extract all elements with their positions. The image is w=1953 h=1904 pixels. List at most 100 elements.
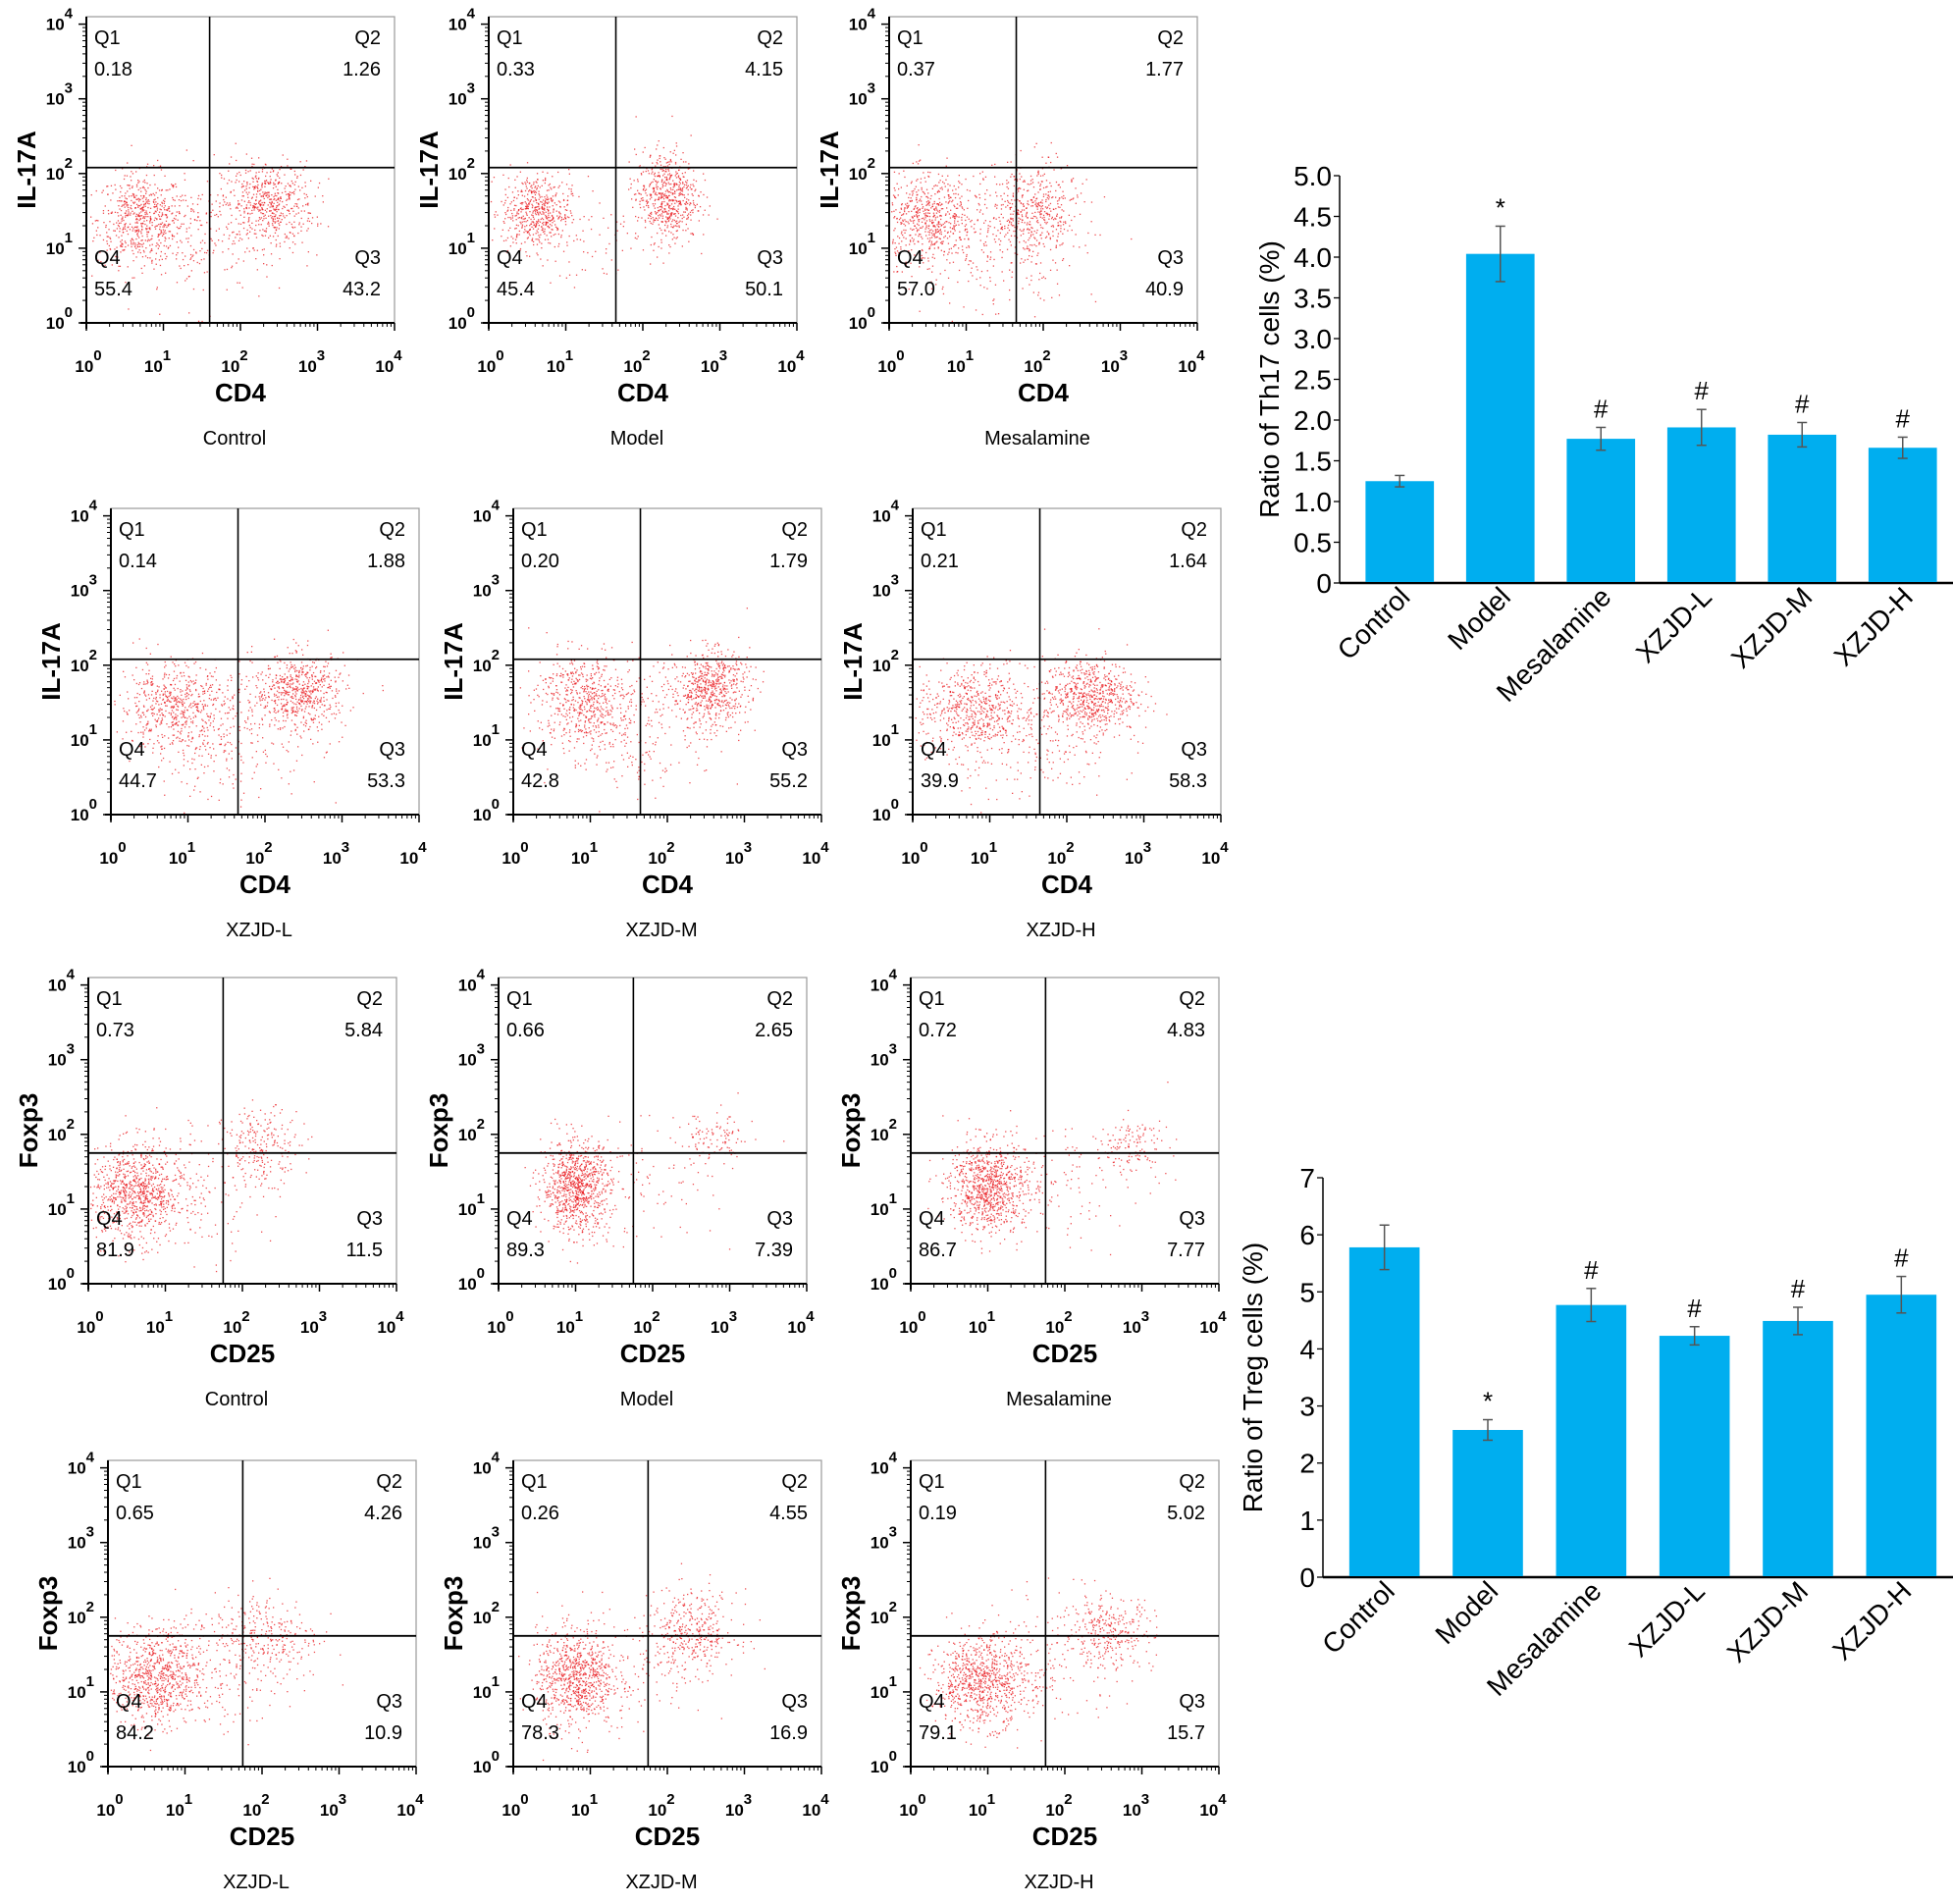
event-dot: [908, 250, 910, 252]
event-dot: [543, 208, 545, 211]
event-dot: [132, 193, 135, 195]
event-dot: [309, 702, 311, 704]
event-dot: [207, 675, 209, 677]
event-dot: [247, 218, 250, 220]
event-dot: [1062, 197, 1064, 199]
event-dot: [119, 231, 121, 233]
event-dot: [146, 679, 148, 681]
event-dot: [158, 245, 160, 247]
event-dot: [1044, 221, 1046, 224]
event-dot: [202, 707, 204, 709]
event-dot: [666, 196, 668, 198]
event-dot: [672, 180, 674, 182]
event-dot: [524, 218, 526, 220]
event-dot: [961, 213, 964, 216]
event-dot: [111, 212, 113, 214]
event-dot: [667, 174, 669, 176]
event-dot: [1042, 195, 1045, 197]
event-dot: [506, 210, 508, 212]
event-dot: [301, 241, 303, 243]
event-dot: [663, 157, 665, 159]
event-dot: [1060, 225, 1062, 227]
event-dot: [151, 705, 153, 707]
event-dot: [666, 161, 669, 163]
event-dot: [149, 222, 151, 224]
event-dot: [566, 199, 569, 201]
event-dot: [137, 714, 139, 716]
event-dot: [164, 223, 166, 226]
event-dot: [261, 183, 263, 185]
event-dot: [908, 288, 910, 291]
event-dot: [201, 704, 203, 706]
event-dot: [928, 246, 931, 248]
event-dot: [120, 251, 122, 253]
event-dot: [124, 228, 127, 230]
event-dot: [553, 211, 554, 213]
quadrant-q4-name: Q4: [897, 247, 924, 269]
event-dot: [199, 700, 201, 703]
event-dot: [517, 217, 519, 219]
event-dot: [685, 203, 687, 205]
event-dot: [647, 201, 650, 203]
event-dot: [686, 180, 689, 182]
event-dot: [925, 235, 927, 237]
event-dot: [275, 719, 277, 721]
event-dot: [281, 692, 284, 694]
event-dot: [206, 743, 209, 745]
event-dot: [201, 725, 204, 727]
event-dot: [672, 227, 674, 229]
event-dot: [558, 211, 560, 213]
event-dot: [912, 240, 915, 242]
event-dot: [215, 666, 217, 669]
event-dot: [290, 696, 291, 698]
tick-base: 10: [46, 239, 65, 258]
event-dot: [1016, 180, 1019, 182]
event-dot: [536, 230, 538, 232]
event-dot: [160, 255, 162, 257]
event-dot: [248, 680, 250, 682]
event-dot: [655, 219, 657, 222]
event-dot: [126, 230, 128, 232]
event-dot: [947, 242, 950, 244]
event-dot: [259, 203, 262, 205]
event-dot: [998, 216, 1000, 219]
event-dot: [895, 252, 897, 255]
event-dot: [232, 232, 234, 234]
event-dot: [692, 194, 694, 196]
event-dot: [186, 205, 188, 207]
event-dot: [671, 115, 673, 118]
event-dot: [996, 204, 998, 206]
event-dot: [104, 264, 106, 266]
event-dot: [955, 224, 957, 226]
event-dot: [167, 677, 170, 679]
event-dot: [185, 698, 187, 701]
event-dot: [903, 170, 905, 172]
event-dot: [270, 179, 272, 181]
event-dot: [1072, 178, 1075, 180]
event-dot: [217, 216, 219, 218]
event-dot: [1000, 213, 1002, 215]
event-dot: [318, 679, 320, 681]
tick-base: 10: [449, 16, 467, 34]
event-dot: [319, 671, 322, 673]
event-dot: [292, 682, 294, 684]
event-dot: [255, 203, 257, 205]
event-dot: [551, 200, 554, 202]
event-dot: [548, 241, 550, 244]
event-dot: [255, 233, 257, 235]
tick-base: 10: [547, 357, 565, 376]
event-dot: [154, 228, 157, 230]
event-dot: [241, 183, 243, 185]
event-dot: [94, 220, 96, 222]
event-dot: [330, 679, 332, 681]
event-dot: [674, 161, 677, 164]
event-dot: [670, 175, 672, 177]
event-dot: [190, 731, 192, 733]
event-dot: [295, 703, 297, 706]
event-dot: [1017, 209, 1019, 211]
event-dot: [137, 197, 139, 199]
event-dot: [300, 667, 302, 669]
event-dot: [927, 225, 929, 227]
event-dot: [277, 172, 279, 174]
event-dot: [543, 221, 545, 224]
